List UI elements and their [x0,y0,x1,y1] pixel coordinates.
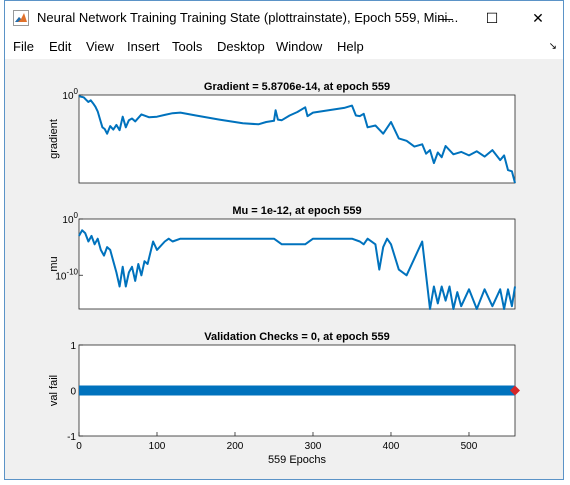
menu-insert[interactable]: Insert [127,39,160,54]
minimize-button[interactable]: — [423,1,469,35]
menu-view[interactable]: View [86,39,114,54]
mu-series [78,229,516,310]
gradient-series [78,95,516,184]
menu-desktop[interactable]: Desktop [217,39,265,54]
plot-axes-1 [78,218,516,310]
dock-arrow-icon[interactable]: ↘ [548,41,557,52]
menu-tools[interactable]: Tools [172,39,203,54]
close-button[interactable]: ✕ [515,1,561,35]
xtick-label-3: 300 [305,441,322,452]
menu-help[interactable]: Help [337,39,364,54]
plot-title-1: Mu = 1e-12, at epoch 559 [232,205,361,217]
close-icon: ✕ [532,9,544,26]
plot-ylabel-0: gradient [48,119,60,159]
matlab-icon [13,10,29,26]
xtick-label-2: 200 [227,441,244,452]
ytick-label-1-0: 100 [62,211,78,226]
menu-edit[interactable]: Edit [49,39,72,54]
plot-ylabel-2: val fail [48,375,60,406]
plot-title-2: Validation Checks = 0, at epoch 559 [204,331,390,343]
menu-bar: File Edit View Insert Tools Desktop Wind… [5,35,563,59]
minimize-icon: — [439,10,453,26]
menu-file[interactable]: File [13,39,34,54]
xtick-label-5: 500 [461,441,478,452]
plot-xlabel-2: 559 Epochs [268,454,327,466]
xtick-label-4: 400 [383,441,400,452]
ytick-label-2-0: 1 [70,341,76,352]
plot-axes-0 [78,94,516,184]
maximize-button[interactable]: ☐ [469,1,515,35]
maximize-icon: ☐ [485,9,499,26]
window-title: Neural Network Training Training State (… [37,10,459,25]
ytick-label-2-1: 0 [70,387,76,398]
ytick-label-0-0: 100 [62,87,78,102]
menu-window[interactable]: Window [276,39,323,54]
final-epoch-marker [510,385,520,396]
xtick-label-1: 100 [149,441,166,452]
figure-canvas: Gradient = 5.8706e-14, at epoch 559 gradi… [5,59,563,479]
ytick-label-2-2: -1 [67,432,76,443]
xtick-label-0: 0 [76,441,82,452]
figure-window: Neural Network Training Training State (… [4,0,564,480]
training-state-plots: Gradient = 5.8706e-14, at epoch 559 gradi… [48,81,520,466]
plot-ylabel-1: mu [48,256,60,271]
title-bar[interactable]: Neural Network Training Training State (… [5,1,563,35]
plot-title-0: Gradient = 5.8706e-14, at epoch 559 [204,81,390,93]
